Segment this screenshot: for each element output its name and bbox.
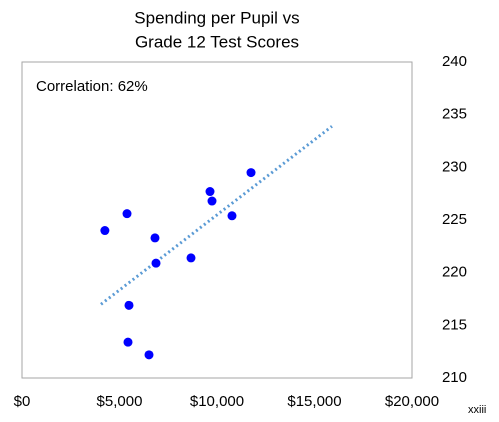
footnote: xxiii [468,404,486,416]
chart-title-line: Grade 12 Test Scores [135,32,299,51]
y-tick-label: 230 [442,158,467,175]
point [227,211,237,221]
point [123,337,133,347]
y-tick-label: 235 [442,106,467,123]
point [186,253,196,263]
point [151,258,161,268]
point [100,226,110,236]
x-tick-label: $10,000 [190,393,244,410]
x-tick-label: $15,000 [287,393,341,410]
x-tick-label: $20,000 [385,393,439,410]
point [122,209,132,219]
point [207,196,217,206]
point [246,168,256,178]
point [124,300,134,310]
x-tick-label: $0 [14,393,31,410]
trendline [100,125,333,306]
point [150,233,160,243]
chart-title-line: Spending per Pupil vs [134,8,299,27]
y-tick-label: 220 [442,264,467,281]
y-tick-label: 210 [442,369,467,386]
point [144,350,154,360]
y-tick-label: 215 [442,316,467,333]
y-tick-label: 240 [442,53,467,70]
y-tick-label: 225 [442,211,467,228]
plot-area [21,61,413,379]
point [205,187,215,197]
annotation: Correlation: 62% [36,78,148,95]
x-tick-label: $5,000 [97,393,143,410]
